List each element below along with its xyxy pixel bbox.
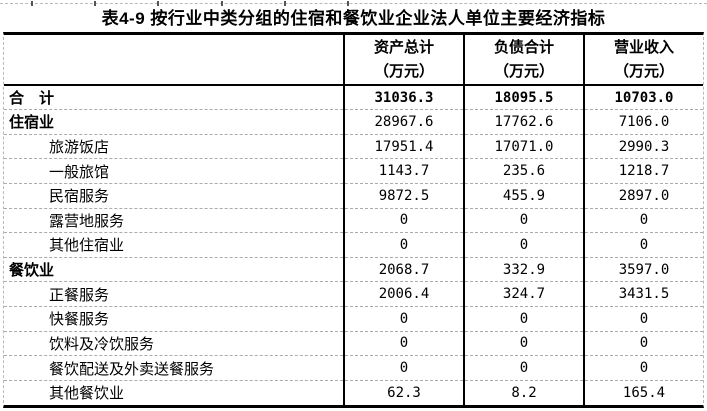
cell-value: 0 [583,305,703,332]
cell-value: 0 [463,330,584,356]
header-line2-unit: （万元） [373,62,434,80]
cell-value: 332.9 [463,256,584,282]
cell-value: 0 [583,330,703,356]
cell-value: 17762.6 [463,109,584,135]
cell-value: 28967.6 [343,109,464,135]
row-label: 正餐服务 [4,281,344,307]
table-row: 露营地服务 0 0 0 [4,207,703,233]
row-label: 露营地服务 [4,207,344,233]
cell-value: 18095.5 [463,85,584,110]
cell-value: 2068.7 [343,256,464,282]
cell-value: 1218.7 [583,158,703,184]
cell-value: 0 [583,232,703,258]
cell-value: 31036.3 [343,85,464,110]
cell-value: 0 [343,232,464,258]
cell-value: 8.2 [463,379,584,405]
header-operating-revenue: 营业收入 （万元） [583,35,703,86]
table-row: 餐饮业 2068.7 332.9 3597.0 [4,256,703,282]
header-line2-unit: （万元） [613,62,674,80]
cropped-gridline-artifact [0,1,707,6]
table-row: 正餐服务 2006.4 324.7 3431.5 [4,281,703,307]
cell-value: 0 [343,355,464,381]
cell-value: 1143.7 [343,158,464,184]
table-row: 民宿服务 9872.5 455.9 2897.0 [4,182,703,209]
cell-value: 324.7 [463,281,584,307]
gridline-tick [284,1,286,6]
cell-value: 0 [343,305,464,332]
table-row: 旅游饭店 17951.4 17071.0 2990.3 [4,133,703,159]
cell-value: 10703.0 [583,85,703,110]
header-line1: 营业收入 [613,39,674,57]
header-line1: 负债合计 [493,39,554,57]
cell-value: 0 [463,305,584,332]
header-row: 资产总计 （万元） 负债合计 （万元） 营业收入 （万元） [4,35,703,86]
cell-value: 0 [463,355,584,381]
header-line1: 资产总计 [373,39,434,57]
cell-value: 2897.0 [583,182,703,209]
cell-value: 62.3 [343,379,464,405]
cell-value: 3431.5 [583,281,703,307]
cell-value: 235.6 [463,158,584,184]
cell-value: 17071.0 [463,133,584,159]
row-label: 快餐服务 [4,305,344,332]
table-row: 其他餐饮业 62.3 8.2 165.4 [4,379,703,405]
statistics-table-wrapper: 资产总计 （万元） 负债合计 （万元） 营业收入 （万元） 合 计 31036.… [3,32,704,408]
cell-value: 9872.5 [343,182,464,209]
header-line2-unit: （万元） [493,62,554,80]
cell-value: 2006.4 [343,281,464,307]
table-row: 餐饮配送及外卖送餐服务 0 0 0 [4,355,703,381]
cell-value: 0 [463,207,584,233]
table-row: 一般旅馆 1143.7 235.6 1218.7 [4,158,703,184]
row-label: 餐饮配送及外卖送餐服务 [4,355,344,381]
gridline-tick [157,1,159,6]
table-title: 表4-9 按行业中类分组的住宿和餐饮业企业法人单位主要经济指标 [101,9,606,28]
row-label: 合 计 [9,90,55,108]
cell-value: 0 [583,355,703,381]
table-row: 住宿业 28967.6 17762.6 7106.0 [4,109,703,135]
row-label: 旅游饭店 [4,133,344,159]
header-total-assets: 资产总计 （万元） [343,35,464,86]
header-total-liabilities: 负债合计 （万元） [463,35,584,86]
table-row: 饮料及冷饮服务 0 0 0 [4,330,703,356]
cell-value: 455.9 [463,182,584,209]
row-label: 其他餐饮业 [4,379,344,405]
table-row: 合 计 31036.3 18095.5 10703.0 [4,85,703,110]
gridline-tick [94,1,96,6]
header-industry-blank [4,35,344,86]
row-label: 餐饮业 [4,256,344,282]
cell-value: 3597.0 [583,256,703,282]
row-label: 饮料及冷饮服务 [4,330,344,356]
row-label: 其他住宿业 [4,232,344,258]
table-header: 资产总计 （万元） 负债合计 （万元） 营业收入 （万元） [4,35,703,86]
cell-value: 0 [343,330,464,356]
table-row: 快餐服务 0 0 0 [4,305,703,332]
cell-value: 165.4 [583,379,703,405]
cell-value: 2990.3 [583,133,703,159]
gridline-tick [347,1,349,6]
cell-value: 7106.0 [583,109,703,135]
gridline-tick [221,1,223,6]
cell-value: 0 [583,207,703,233]
cell-value: 0 [343,207,464,233]
row-label: 住宿业 [4,109,344,135]
statistics-table: 资产总计 （万元） 负债合计 （万元） 营业收入 （万元） 合 计 31036.… [4,35,703,405]
table-row: 其他住宿业 0 0 0 [4,232,703,258]
row-label: 一般旅馆 [4,158,344,184]
row-label: 民宿服务 [4,182,344,209]
gridline-tick [31,1,33,6]
cell-value: 0 [463,232,584,258]
table-body: 合 计 31036.3 18095.5 10703.0 住宿业 28967.6 … [4,85,703,405]
cell-value: 17951.4 [343,133,464,159]
